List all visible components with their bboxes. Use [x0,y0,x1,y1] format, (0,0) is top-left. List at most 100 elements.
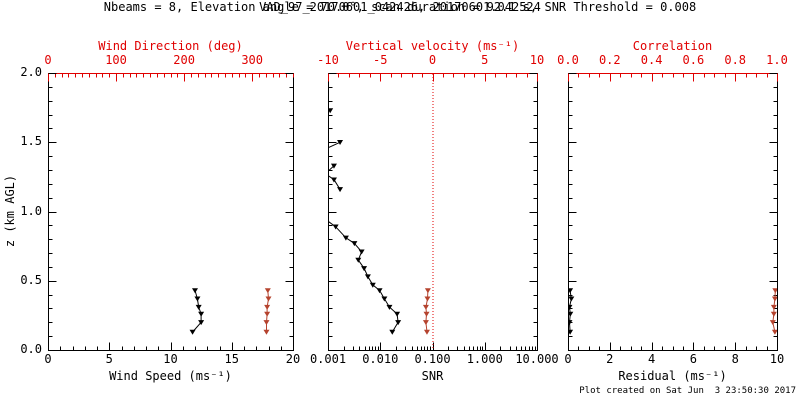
panel-residual [568,73,778,351]
data-point-marker [355,257,362,263]
top-axis-ticks [568,73,778,82]
bottom-tick-label: 10 [163,352,178,366]
series-snr-profile [328,108,402,335]
data-point-marker [351,241,358,247]
data-point-marker [424,288,431,294]
series-residual [568,288,575,335]
bottom-tick-label: 0.010 [362,352,399,366]
data-point-marker [422,320,429,326]
bottom-tick-label: 8 [731,352,739,366]
data-point-marker [198,311,205,317]
series-correlation [769,288,777,335]
bottom-tick-label: 15 [224,352,239,366]
top-tick-label: 100 [105,53,127,67]
data-point-marker [328,108,334,114]
data-point-marker [263,320,270,326]
data-point-marker [389,329,396,335]
top-axis-ticks [328,73,538,82]
data-point-marker [364,274,371,280]
data-point-marker [263,329,270,335]
bottom-axis-ticks [568,342,778,351]
bottom-tick-label: 10.000 [515,352,559,366]
data-point-marker [332,224,339,230]
plot-created-timestamp: Plot created on Sat Jun 3 23:50:30 2017 [579,386,796,396]
data-point-marker [189,329,196,335]
bottom-tick-label: 0 [44,352,52,366]
bottom-tick-label: 20 [285,352,301,366]
series-wind-direction [263,288,272,335]
top-tick-label: 0 [428,53,437,67]
data-point-marker [358,249,365,255]
series-line [328,141,341,149]
data-point-marker [568,329,574,335]
axis-title-wind-speed: Wind Speed (ms⁻¹) [109,369,232,383]
data-point-marker [342,235,349,241]
y-tick-label: 0.5 [20,272,42,287]
data-point-marker [771,329,777,335]
data-point-marker [568,320,573,326]
data-point-marker [424,296,431,302]
y-tick-label: 0.0 [20,342,42,356]
y-axis-ticks [568,73,778,351]
top-tick-label: -5 [373,53,388,67]
bottom-tick-label: 6 [689,352,697,366]
top-tick-label: 5 [481,53,489,67]
data-point-marker [770,304,777,310]
series-line [328,220,399,333]
axis-title-correlation: Correlation [632,39,713,53]
data-point-marker [568,296,575,302]
axis-title-wind-direction: Wind Direction (deg) [98,39,243,53]
bottom-tick-label: 2 [606,352,614,366]
panel-wind [48,73,294,351]
data-point-marker [264,288,271,294]
y-tick-label: 1.5 [20,134,42,149]
y-axis-ticks [328,73,538,351]
y-tick-label: 1.0 [20,203,42,218]
data-point-marker [337,187,344,193]
data-point-marker [381,296,388,302]
data-point-marker [376,288,383,294]
plot-title: VAD_97_20170601_042426, 20170601.042524 [259,0,541,14]
panel-snr [328,73,538,351]
top-tick-label: 200 [173,53,195,67]
axis-title-vertical-velocity: Vertical velocity (ms⁻¹) [345,39,520,53]
axis-title-snr: SNR [421,369,444,383]
bottom-tick-label: 0.100 [414,352,451,366]
data-point-marker [194,296,201,302]
series-vertical-velocity [422,288,431,335]
y-axis-ticks [48,73,294,351]
bottom-tick-label: 10 [769,352,785,366]
data-point-marker [422,304,429,310]
data-point-marker [369,282,376,288]
data-point-marker [568,288,574,294]
plot-subtitle: Nbeams = 8, Elevation angle = 70.0°, sca… [103,0,697,14]
data-point-marker [264,304,271,310]
data-point-marker [330,163,337,169]
top-tick-label: 0.2 [598,53,621,67]
data-point-marker [568,304,573,310]
data-point-marker [423,311,430,317]
top-axis-ticks [48,73,294,82]
bottom-tick-label: 1.000 [466,352,503,366]
data-point-marker [772,288,777,294]
data-point-marker [769,320,776,326]
top-tick-label: 0.8 [724,53,747,67]
data-point-marker [771,296,777,302]
series-wind-speed [189,288,205,335]
top-tick-label: 0 [44,53,52,67]
plot-box [568,73,778,351]
bottom-axis-ticks [48,342,294,351]
bottom-axis-ticks [328,342,538,351]
bottom-tick-label: 5 [105,352,113,366]
bottom-tick-label: 4 [647,352,656,366]
data-point-marker [395,320,402,326]
data-point-marker [337,140,344,146]
data-point-marker [198,320,205,326]
top-tick-label: 0.0 [557,53,579,67]
top-tick-label: 1.0 [766,53,788,67]
data-point-marker [264,311,271,317]
top-tick-label: 0.4 [640,53,663,67]
data-point-marker [568,311,574,317]
